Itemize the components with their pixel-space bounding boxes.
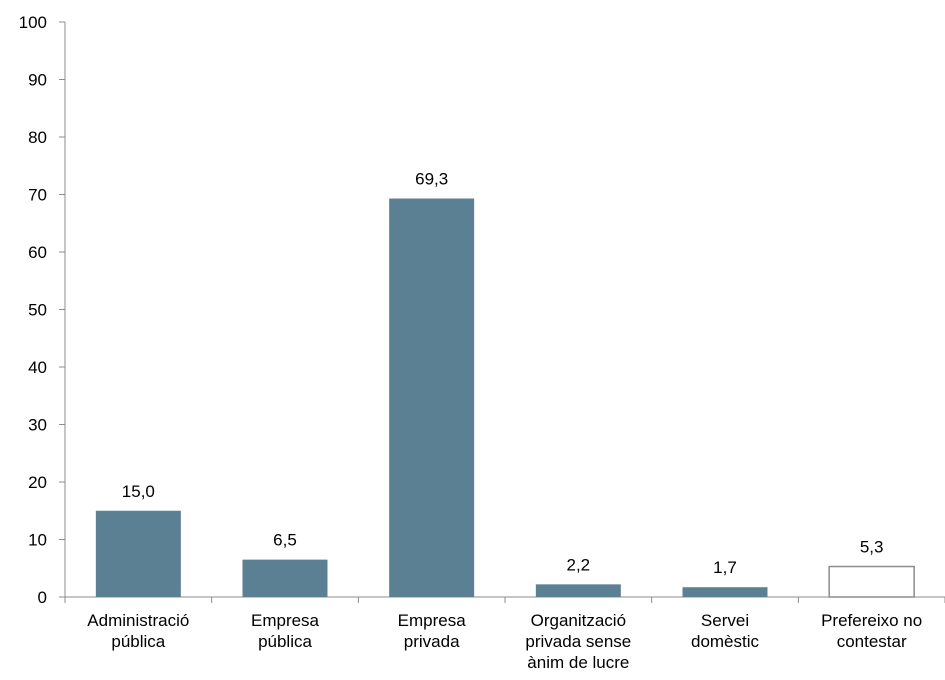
y-tick-label: 80 [28,128,47,147]
x-axis [64,596,945,603]
y-axis: 0 10 20 30 40 50 60 70 80 90 100 [19,13,66,607]
y-tick-label: 40 [28,358,47,377]
y-tick-label: 50 [28,301,47,320]
bar [95,510,181,597]
y-tick-label: 0 [38,588,47,607]
category-label-line: Empresa [398,611,467,630]
category-label: Empresa privada [398,611,467,651]
category-label-line: privada sense [525,632,631,651]
bar [682,587,768,597]
y-tick-label: 70 [28,186,47,205]
data-label: 2,2 [567,555,591,574]
data-label: 1,7 [713,558,737,577]
bar [242,559,328,597]
category-label: Administració pública [87,611,189,651]
y-tick-label: 30 [28,416,47,435]
category-label-line: Empresa [251,611,320,630]
category-label-line: Organització [531,611,626,630]
data-label: 6,5 [273,531,297,550]
y-tick-label: 100 [19,13,47,32]
category-label: Servei domèstic [691,611,760,651]
data-label: 5,3 [860,538,884,557]
y-tick-label: 90 [28,71,47,90]
category-label: Organització privada sense ànim de lucre [525,611,631,672]
category-label-line: pública [111,632,165,651]
y-tick-label: 60 [28,243,47,262]
y-tick-label: 10 [28,531,47,550]
category-label-line: Servei [701,611,749,630]
data-label: 15,0 [122,482,155,501]
category-label-line: domèstic [691,632,760,651]
data-labels: 15,0 6,5 69,3 2,2 1,7 5,3 [122,170,884,578]
category-label-line: Prefereixo no [821,611,922,630]
bar [389,198,475,597]
category-label-line: pública [258,632,312,651]
category-label-line: ànim de lucre [527,653,629,672]
y-tick-label: 20 [28,473,47,492]
data-label: 69,3 [415,170,448,189]
bar [535,584,621,597]
bars [95,198,915,598]
category-label: Prefereixo no contestar [821,611,922,651]
category-label-line: Administració [87,611,189,630]
category-label-line: privada [404,632,460,651]
category-label-line: contestar [837,632,907,651]
bar [828,565,915,598]
category-label: Empresa pública [251,611,320,651]
